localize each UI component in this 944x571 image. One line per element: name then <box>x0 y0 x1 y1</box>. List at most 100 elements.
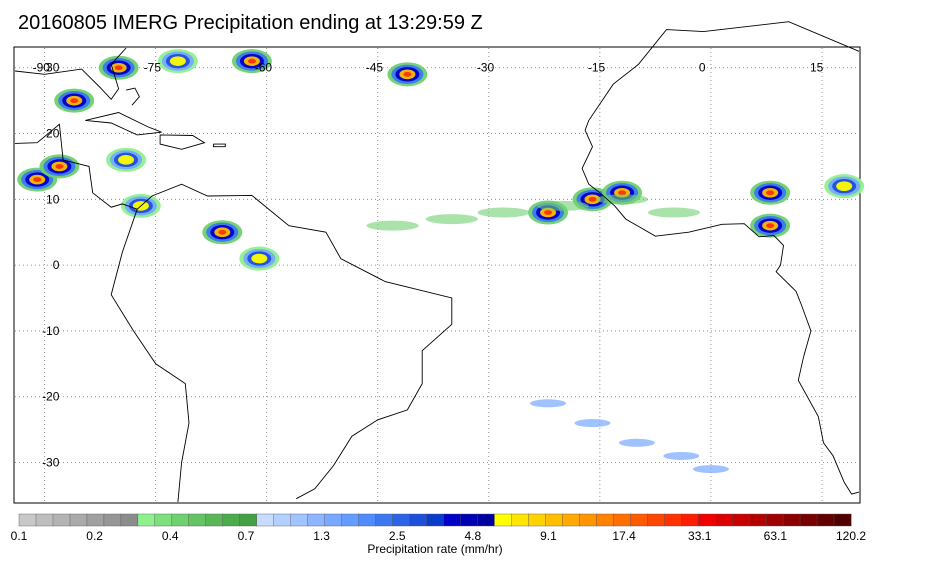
precip-cell <box>70 98 79 104</box>
colorbar-swatch <box>833 513 852 527</box>
colorbar-swatch <box>35 513 54 527</box>
colorbar-swatch <box>137 513 156 527</box>
precip-cell <box>544 210 553 215</box>
latitude-label: -30 <box>42 456 60 470</box>
map-frame-group <box>13 46 861 504</box>
colorbar-label: Precipitation rate (mm/hr) <box>367 542 503 556</box>
colorbar-swatch <box>579 513 597 527</box>
colorbar-swatch <box>596 513 614 527</box>
longitude-label: -15 <box>588 61 606 75</box>
colorbar-swatch <box>392 513 411 527</box>
precip-cell <box>33 177 42 182</box>
colorbar-tick-label: 120.2 <box>836 529 866 543</box>
colorbar-swatch <box>52 513 71 527</box>
colorbar-swatch <box>681 513 699 527</box>
colorbar-swatch <box>69 513 88 527</box>
coastline <box>85 112 162 136</box>
colorbar-tick-label: 33.1 <box>688 529 712 543</box>
longitude-label: -60 <box>255 61 273 75</box>
colorbar-tick-labels: 0.1 0.2 0.4 0.7 1.3 2.5 4.8 9.1 17.4 33.1 63.1 120.… <box>11 529 867 543</box>
colorbar-tick-label: 2.5 <box>389 529 406 543</box>
colorbar-tick-label: 63.1 <box>764 529 788 543</box>
colorbar-swatch <box>630 513 648 527</box>
precip-cell <box>766 190 775 196</box>
colorbar-swatch <box>358 513 377 527</box>
colorbar-swatch <box>290 513 309 527</box>
colorbar-swatch <box>799 513 818 527</box>
colorbar-swatch <box>782 513 801 527</box>
colorbar-swatch <box>647 513 665 527</box>
colorbar-swatch <box>239 513 258 527</box>
precipitation-layer <box>17 49 865 474</box>
precip-cell <box>618 190 627 196</box>
longitude-label: 0 <box>699 61 706 75</box>
colorbar-swatch <box>222 513 241 527</box>
colorbar-swatch <box>171 513 190 527</box>
colorbar-swatch <box>120 513 139 527</box>
map-frame <box>13 46 861 504</box>
colorbar-swatch <box>375 513 394 527</box>
itcz-band-segment <box>596 194 649 205</box>
colorbar-swatch <box>613 513 631 527</box>
colorbar-tick-label: 17.4 <box>612 529 636 543</box>
colorbar-tick-label: 0.7 <box>238 529 255 543</box>
latitude-labels: 30 20 10 0 -10 -20 -30 <box>42 61 60 470</box>
colorbar-swatch <box>545 513 563 527</box>
colorbar-swatch <box>103 513 122 527</box>
precip-cell <box>247 58 256 64</box>
colorbar-tick-label: 9.1 <box>540 529 557 543</box>
colorbar-swatch <box>256 513 275 527</box>
colorbar-swatch <box>494 513 512 527</box>
precip-cell <box>55 164 64 169</box>
longitude-label: -45 <box>366 61 384 75</box>
colorbar-swatch <box>409 513 428 527</box>
colorbar-swatch <box>714 513 733 527</box>
itcz-band-segment <box>536 200 589 211</box>
colorbar-swatch <box>528 513 546 527</box>
colorbar-swatch <box>731 513 750 527</box>
colorbar-swatch <box>18 513 37 527</box>
colorbar-swatch <box>324 513 343 527</box>
frontal-band-segment <box>692 465 729 474</box>
longitude-label: -30 <box>477 61 495 75</box>
precip-cell <box>118 155 135 165</box>
frontal-band-segment <box>663 451 700 460</box>
precip-cell <box>169 56 186 66</box>
longitude-label: -75 <box>144 61 162 75</box>
colorbar-swatch <box>477 513 495 527</box>
coastline <box>212 143 226 148</box>
precip-cell <box>403 71 412 77</box>
itcz-band-segment <box>477 207 530 218</box>
coastline <box>126 87 140 106</box>
map-title: 20160805 IMERG Precipitation ending at 1… <box>18 12 483 34</box>
coastline <box>14 47 127 101</box>
coastline <box>14 123 138 210</box>
latitude-label: 0 <box>53 258 60 272</box>
colorbar-swatch <box>426 513 444 527</box>
colorbar-swatch <box>511 513 529 527</box>
itcz-band-segment <box>647 207 700 218</box>
colorbar-swatch <box>765 513 784 527</box>
colorbar-tick-label: 0.4 <box>162 529 179 543</box>
latitude-label: 30 <box>46 61 60 75</box>
colorbar-swatch <box>697 513 716 527</box>
colorbar-swatch <box>307 513 326 527</box>
longitude-label: 15 <box>810 61 824 75</box>
colorbar-swatch <box>443 513 461 527</box>
colorbar-swatch <box>816 513 835 527</box>
colorbar-swatch <box>205 513 224 527</box>
precip-cell <box>114 65 123 71</box>
precip-cell <box>218 229 227 235</box>
coastlines <box>14 21 860 503</box>
colorbar-swatch <box>154 513 173 527</box>
frontal-band-segment <box>618 438 655 447</box>
colorbar-tick-label: 1.3 <box>313 529 330 543</box>
colorbar-swatch <box>748 513 767 527</box>
colorbar-swatches <box>18 513 852 527</box>
latitude-label: -20 <box>42 390 60 404</box>
coastline <box>581 21 860 495</box>
coastline <box>110 209 190 503</box>
itcz-band-segment <box>366 220 419 231</box>
colorbar-swatch <box>188 513 207 527</box>
